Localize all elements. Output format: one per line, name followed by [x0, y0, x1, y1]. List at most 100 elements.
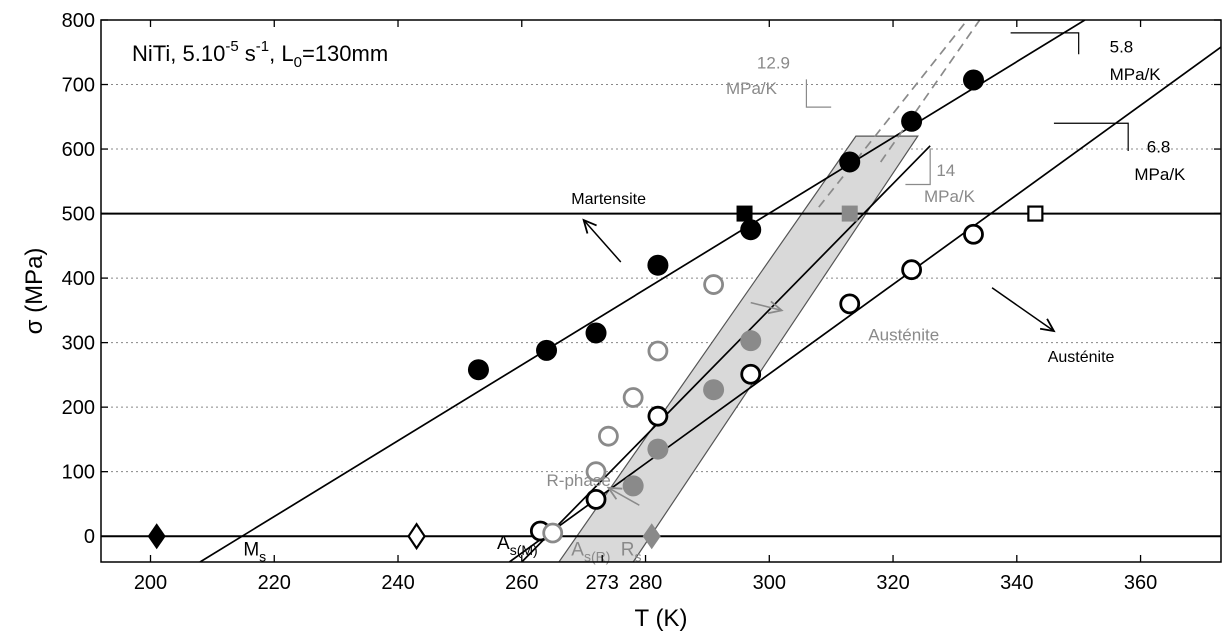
y-tick-label: 300: [62, 333, 95, 355]
data-point: [740, 219, 762, 241]
temperature-marker-main: A: [571, 540, 584, 561]
data-point: [598, 425, 619, 447]
arrow-head: [1039, 318, 1056, 333]
y-tick-label: 400: [62, 268, 95, 290]
temperature-marker-main: A: [497, 533, 510, 554]
data-point: [647, 340, 669, 362]
plot-frame: [100, 19, 1222, 563]
data-point: [647, 405, 669, 427]
annotation-label: MPa/K: [1134, 165, 1186, 184]
y-tick-label: 500: [62, 204, 95, 226]
inset-tail: =130mm: [302, 41, 388, 66]
slope-indicator: [1053, 122, 1129, 151]
x-tick-label: 200: [134, 572, 167, 594]
slope-indicator: [1010, 32, 1080, 55]
x-axis-label: T (K): [635, 605, 688, 632]
temperature-marker-sub: s: [635, 549, 642, 565]
annotation-label: Austénite: [1048, 349, 1115, 366]
data-point: [585, 461, 607, 483]
data-point: [622, 387, 644, 408]
arrow-shaft: [750, 301, 782, 312]
data-point: [647, 438, 669, 460]
annotation-label: Austénite: [868, 326, 939, 345]
slope-indicator: [905, 148, 931, 186]
arrow-head: [606, 486, 623, 500]
data-point: [740, 363, 762, 385]
phase-band-region: [558, 135, 919, 562]
data-point: [901, 259, 923, 281]
y-axis-label: σ (MPa): [21, 248, 48, 335]
temperature-marker-sub: s(R): [584, 549, 610, 565]
inset-mid2: , L: [269, 41, 293, 66]
y-tick-label: 600: [62, 139, 95, 161]
data-point: [839, 293, 861, 315]
inset-sub: 0: [294, 54, 302, 71]
inset-label: NiTi, 5.10-5 s-1, L0=130mm: [132, 38, 388, 71]
inset-mid: s: [239, 41, 256, 66]
arrow-head: [582, 218, 597, 234]
data-point: [962, 69, 984, 91]
data-point: [901, 110, 923, 132]
data-point: [963, 223, 984, 245]
data-point: [585, 489, 607, 510]
data-point: [841, 205, 858, 222]
fit-line: [508, 46, 1221, 562]
phase-band: [558, 135, 919, 562]
x-tick-label: 220: [258, 572, 291, 594]
data-point: [536, 339, 558, 361]
arrow-head: [767, 300, 784, 315]
x-tick-label: 260: [505, 572, 538, 594]
data-point: [740, 330, 762, 352]
x-tick-label: 273: [586, 572, 619, 594]
annotation-label: 6.8: [1147, 137, 1171, 156]
annotation-label: R-phase: [547, 471, 611, 490]
arrow-shaft: [583, 219, 622, 263]
annotation-label: 14: [936, 161, 955, 180]
annotation-label: MPa/K: [1110, 65, 1162, 84]
y-tick-label: 0: [84, 526, 95, 548]
data-point: [147, 523, 166, 550]
data-markers: [147, 69, 1044, 551]
data-point: [542, 522, 564, 544]
fit-line: [199, 20, 1086, 562]
data-point: [839, 151, 861, 173]
slope-indicator: [805, 79, 832, 108]
annotation-label: 5.8: [1110, 37, 1134, 56]
x-tick-label: 360: [1124, 572, 1157, 594]
data-point: [703, 379, 725, 401]
x-tick-label: 320: [876, 572, 909, 594]
annotation-label: Martensite: [571, 191, 646, 208]
arrow-shaft: [991, 287, 1055, 332]
annotation-label: MPa/K: [726, 79, 778, 98]
temperature-marker: As(R): [571, 540, 610, 565]
temperature-marker: Ms: [243, 540, 266, 565]
data-point: [736, 205, 753, 222]
temperature-marker-sub: s: [259, 549, 266, 565]
temperature-marker-sub: s(M): [510, 542, 538, 558]
inset-exp2: -1: [256, 38, 269, 55]
fit-line: [818, 20, 968, 208]
x-tick-label: 280: [629, 572, 662, 594]
y-tick-label: 200: [62, 397, 95, 419]
x-tick-label: 240: [381, 572, 414, 594]
temperature-marker: Rs: [621, 540, 642, 565]
data-point: [585, 322, 607, 344]
inset-exp: -5: [225, 38, 238, 55]
annotations: Martensite Austénite Austénite R-phase 12.9 M…: [243, 32, 1186, 565]
x-tick-label: 340: [1000, 572, 1033, 594]
data-point: [642, 523, 661, 550]
data-point: [1027, 205, 1044, 222]
y-tick-label: 700: [62, 75, 95, 97]
data-point: [647, 254, 669, 276]
y-tick-label: 100: [62, 462, 95, 484]
inset-main: NiTi, 5.10: [132, 41, 225, 66]
x-tick-label: 300: [753, 572, 786, 594]
annotation-label: 12.9: [757, 53, 790, 72]
temperature-marker: As(M): [497, 533, 538, 558]
ticks: 0 100 200 300 400 500 600 700 800 200 220 240 260 300…: [62, 10, 1221, 594]
data-point: [622, 475, 644, 497]
data-point: [407, 522, 426, 551]
arrow-shaft: [608, 487, 640, 506]
y-tick-label: 800: [62, 10, 95, 32]
